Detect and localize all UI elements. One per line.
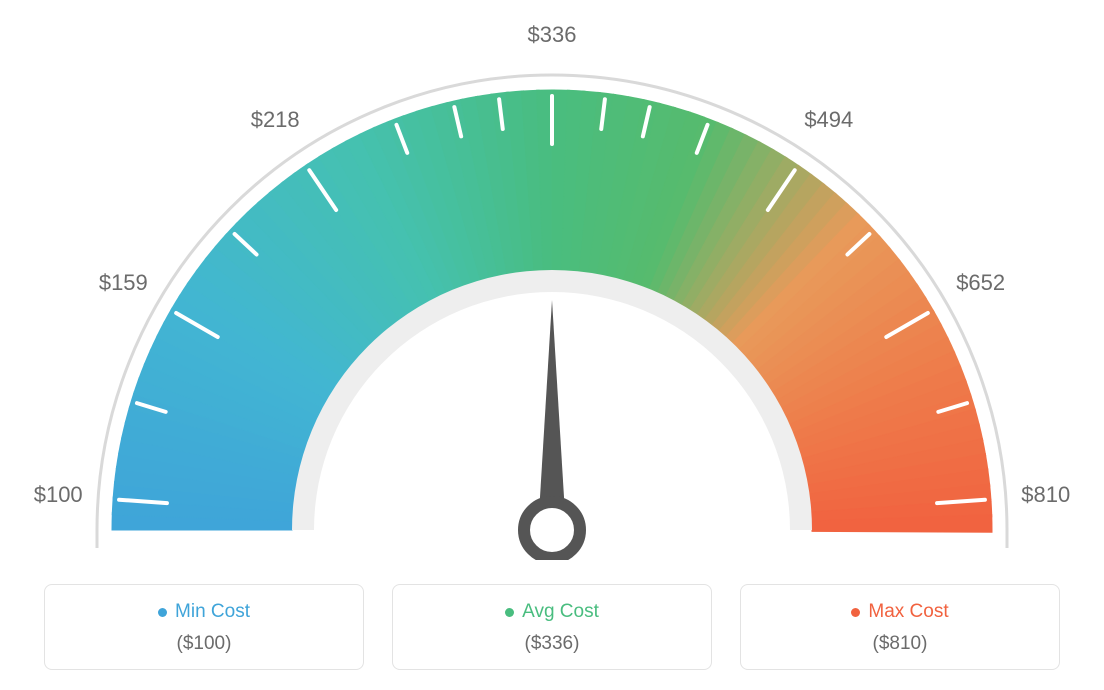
- gauge-scale-label: $336: [528, 22, 577, 48]
- gauge-scale-label: $652: [956, 270, 1005, 296]
- gauge-scale-label: $218: [251, 107, 300, 133]
- legend-card-avg: Avg Cost ($336): [392, 584, 712, 670]
- legend-value-min: ($100): [55, 633, 353, 655]
- legend-title-min: Min Cost: [158, 601, 250, 623]
- legend-label-max: Max Cost: [868, 601, 948, 623]
- gauge-scale-label: $100: [34, 482, 83, 508]
- legend-dot-min: [158, 608, 167, 617]
- legend-card-max: Max Cost ($810): [740, 584, 1060, 670]
- legend-value-max: ($810): [751, 633, 1049, 655]
- gauge-svg: [0, 0, 1104, 560]
- legend-label-min: Min Cost: [175, 601, 250, 623]
- legend-label-avg: Avg Cost: [522, 601, 599, 623]
- legend-row: Min Cost ($100) Avg Cost ($336) Max Cost…: [0, 584, 1104, 670]
- gauge-scale-label: $494: [804, 107, 853, 133]
- gauge-chart: $100 $159 $218 $336 $494 $652 $810: [0, 0, 1104, 560]
- legend-value-avg: ($336): [403, 633, 701, 655]
- legend-dot-avg: [505, 608, 514, 617]
- gauge-scale-label: $810: [1021, 482, 1070, 508]
- gauge-scale-label: $159: [99, 270, 148, 296]
- legend-title-avg: Avg Cost: [505, 601, 599, 623]
- legend-dot-max: [851, 608, 860, 617]
- legend-title-max: Max Cost: [851, 601, 948, 623]
- legend-card-min: Min Cost ($100): [44, 584, 364, 670]
